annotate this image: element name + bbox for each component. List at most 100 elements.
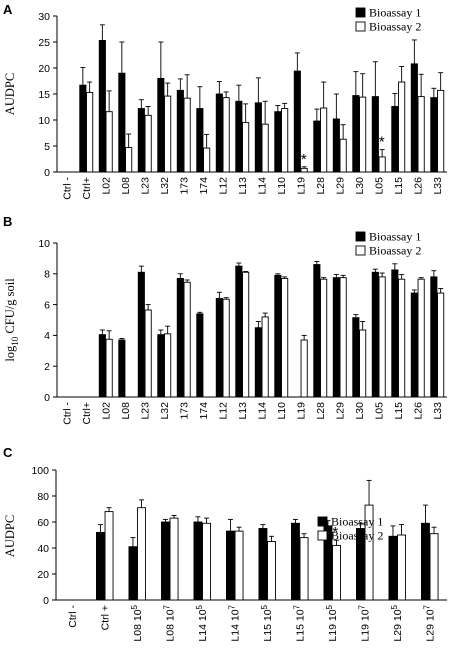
bar-bioassay-2-l05 bbox=[378, 276, 386, 398]
y-tick-label-20: 20 bbox=[38, 63, 50, 75]
bar-bioassay-2-l13 bbox=[242, 271, 250, 398]
x-tick-label-l32: L32 bbox=[159, 402, 171, 420]
legend-label-bioassay-2: Bioassay 2 bbox=[369, 20, 421, 34]
bar-bioassay-1-l10 bbox=[274, 274, 282, 398]
x-tick-label-ctrl: Ctrl + bbox=[99, 605, 111, 630]
bar-bioassay-1-l15-10-7 bbox=[291, 522, 300, 601]
y-axis-label-rest: CFU/g soil bbox=[3, 278, 17, 337]
bar-bioassay-2-l28 bbox=[320, 278, 328, 398]
x-tick-label-l15: L15 bbox=[393, 402, 405, 420]
bar-bioassay-1-l14-10-5 bbox=[193, 521, 203, 601]
y-tick-label-10: 10 bbox=[38, 115, 50, 127]
x-tick-label-l26: L26 bbox=[412, 177, 424, 195]
bar-bioassay-2-l19 bbox=[300, 339, 308, 398]
bar-bioassay-1-l30 bbox=[352, 95, 360, 173]
y-axis-label: log10 CFU/g soil bbox=[3, 278, 20, 362]
y-tick-label-15: 15 bbox=[38, 89, 50, 101]
bar-bioassay-1-l29-10-5 bbox=[388, 535, 398, 601]
x-tick-label-l29-10-7: L29 107 bbox=[422, 604, 436, 641]
bar-bioassay-2-l23 bbox=[144, 309, 152, 398]
legend-label-bioassay-1: Bioassay 1 bbox=[369, 230, 421, 244]
y-tick-label-0: 0 bbox=[44, 167, 50, 179]
x-tick-label-173: 173 bbox=[178, 177, 190, 195]
bar-bioassay-1-l23 bbox=[137, 108, 145, 173]
bar-bioassay-2-l33 bbox=[437, 89, 445, 173]
bar-bioassay-1-l08-10-5 bbox=[128, 546, 138, 601]
bar-bioassay-1-l14 bbox=[254, 102, 262, 173]
legend-swatch-bioassay-2 bbox=[355, 245, 366, 256]
y-tick-label-10: 10 bbox=[38, 238, 50, 250]
bar-bioassay-1-l12 bbox=[215, 93, 223, 173]
bar-bioassay-2-l19 bbox=[300, 167, 308, 173]
bar-bioassay-1-l08 bbox=[118, 339, 126, 398]
x-tick-label-ctrl: Ctrl - bbox=[61, 177, 73, 200]
y-tick-label-40: 40 bbox=[37, 543, 49, 555]
bar-bioassay-2-l10 bbox=[281, 277, 289, 398]
y-axis-label-sub: 10 bbox=[10, 336, 20, 346]
x-tick-label-174: 174 bbox=[198, 402, 210, 420]
bar-bioassay-2-173 bbox=[183, 281, 191, 398]
bar-bioassay-2-l23 bbox=[144, 114, 152, 173]
bar-bioassay-2-l30 bbox=[359, 329, 367, 398]
y-axis-label-main: log bbox=[3, 345, 17, 362]
bar-bioassay-2-174 bbox=[203, 147, 211, 173]
panel-a: A AUDPC 0 5 10 15 20 25 30 * * Ctrl - Ctrl+ L02 L08 L23… bbox=[3, 2, 447, 200]
bar-bioassay-2-l13 bbox=[242, 122, 250, 173]
significance-star: * bbox=[379, 134, 385, 151]
bar-bioassay-2-l14 bbox=[261, 316, 269, 398]
x-tick-label-l30: L30 bbox=[354, 402, 366, 420]
bar-bioassay-1-l32 bbox=[157, 334, 165, 398]
bar-bioassay-1-l26 bbox=[410, 63, 418, 173]
x-tick-label-main: L19 10 bbox=[327, 609, 339, 641]
bar-bioassay-1-l15 bbox=[391, 106, 399, 173]
bar-bioassay-2-l15-10-7 bbox=[299, 537, 309, 601]
x-tick-label-l08-10-7: L08 107 bbox=[162, 604, 176, 641]
bar-bioassay-2-l05 bbox=[378, 156, 386, 173]
bar-bioassay-2-l32 bbox=[164, 95, 172, 173]
x-tick-label-sup: 7 bbox=[162, 604, 171, 609]
bar-bioassay-2-l26 bbox=[417, 96, 425, 173]
x-tick-label-l33: L33 bbox=[432, 402, 444, 420]
significance-star: * bbox=[301, 151, 307, 168]
y-tick-label-0: 0 bbox=[43, 595, 49, 607]
legend-swatch-bioassay-1 bbox=[317, 516, 328, 527]
legend-swatch-bioassay-1 bbox=[355, 7, 366, 18]
x-tick-label-l08-10-5: L08 105 bbox=[130, 604, 144, 641]
bar-bioassay-1-l29 bbox=[332, 277, 340, 398]
bar-bioassay-1-l33 bbox=[430, 97, 438, 173]
y-tick-label-4: 4 bbox=[44, 330, 50, 342]
bar-bioassay-1-l14-10-7 bbox=[225, 530, 235, 601]
bar-bioassay-2-l14-10-5 bbox=[202, 522, 212, 601]
x-tick-label-l19-10-7: L19 107 bbox=[357, 604, 371, 641]
x-tick-label-l28: L28 bbox=[315, 177, 327, 195]
x-tick-label-main: L14 10 bbox=[197, 609, 209, 641]
bar-bioassay-2-l12 bbox=[222, 97, 230, 173]
bar-bioassay-1-l29-10-7 bbox=[421, 522, 430, 601]
x-tick-label-l14: L14 bbox=[256, 402, 268, 420]
x-tick-label-main: Ctrl - bbox=[67, 605, 79, 628]
bar-bioassay-1-l13 bbox=[235, 265, 243, 398]
x-tick-label-l23: L23 bbox=[139, 402, 151, 420]
bar-bioassay-2-l15 bbox=[398, 278, 406, 398]
y-tick-label-5: 5 bbox=[44, 141, 50, 153]
x-tick-label-l02: L02 bbox=[100, 177, 112, 195]
bar-bioassay-1-l26 bbox=[410, 292, 418, 398]
legend-label-bioassay-1: Bioassay 1 bbox=[369, 6, 421, 20]
x-tick-label-main: L15 10 bbox=[294, 609, 306, 641]
x-tick-label-l32: L32 bbox=[159, 177, 171, 195]
x-tick-label-main: L15 10 bbox=[262, 609, 274, 641]
y-tick-label-60: 60 bbox=[37, 517, 49, 529]
bar-bioassay-1-174 bbox=[196, 313, 204, 398]
bar-bioassay-1-174 bbox=[196, 108, 204, 173]
x-tick-label-ctrl: Ctrl - bbox=[61, 402, 73, 425]
x-tick-label-l30: L30 bbox=[354, 177, 366, 195]
x-tick-label-main: L08 10 bbox=[164, 609, 176, 641]
bar-bioassay-2-l19-10-5 bbox=[332, 544, 341, 601]
y-tick-label-100: 100 bbox=[31, 465, 49, 477]
bar-bioassay-2-l08 bbox=[125, 147, 133, 173]
x-tick-label-l29: L29 bbox=[334, 402, 346, 420]
x-tick-label-l15: L15 bbox=[393, 177, 405, 195]
